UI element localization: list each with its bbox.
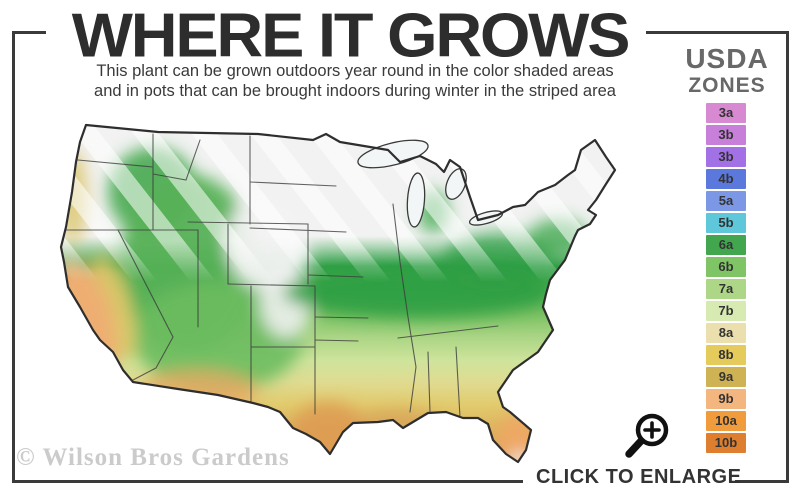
subtitle-line-1: This plant can be grown outdoors year ro… xyxy=(96,62,614,80)
subtitle-line-2: and in pots that can be brought indoors … xyxy=(94,82,616,100)
zone-chip: 10b xyxy=(706,433,746,453)
watermark: © Wilson Bros Gardens xyxy=(16,444,290,471)
frame-border-bottom-right-segment xyxy=(735,480,789,483)
zone-chip: 8b xyxy=(706,345,746,365)
frame-border-right xyxy=(786,31,789,483)
frame-border-top-right-segment xyxy=(646,31,789,34)
legend-heading-zones: ZONES xyxy=(688,74,766,97)
subtitle: This plant can be grown outdoors year ro… xyxy=(35,61,675,101)
page-title: WHERE IT GROWS xyxy=(71,1,631,71)
zone-chip: 6a xyxy=(706,235,746,255)
usda-zones-us-map[interactable] xyxy=(58,112,628,470)
zone-chip: 7b xyxy=(706,301,746,321)
zone-chip: 3b xyxy=(706,125,746,145)
zone-chip: 5b xyxy=(706,213,746,233)
usda-zones-legend-heading: USDA ZONES xyxy=(680,43,774,98)
zone-chip: 9a xyxy=(706,367,746,387)
frame-border-left xyxy=(12,31,15,483)
click-to-enlarge-label[interactable]: CLICK TO ENLARGE xyxy=(536,466,742,488)
usda-zone-color-key: 3a 3b 3b 4b 5a 5b 6a 6b 7a 7b 8a 8b 9a 9… xyxy=(706,103,746,455)
frame-border-top-left-segment xyxy=(12,31,46,34)
zone-chip: 6b xyxy=(706,257,746,277)
zone-chip: 4b xyxy=(706,169,746,189)
frame-border-bottom-left-segment xyxy=(12,480,523,483)
zone-chip: 3b xyxy=(706,147,746,167)
zone-chip: 5a xyxy=(706,191,746,211)
zone-chip: 3a xyxy=(706,103,746,123)
zone-chip: 8a xyxy=(706,323,746,343)
zone-chip: 7a xyxy=(706,279,746,299)
magnifying-glass-plus-icon[interactable] xyxy=(606,404,686,471)
zone-chip: 9b xyxy=(706,389,746,409)
legend-heading-usda: USDA xyxy=(685,43,769,74)
zone-chip: 10a xyxy=(706,411,746,431)
